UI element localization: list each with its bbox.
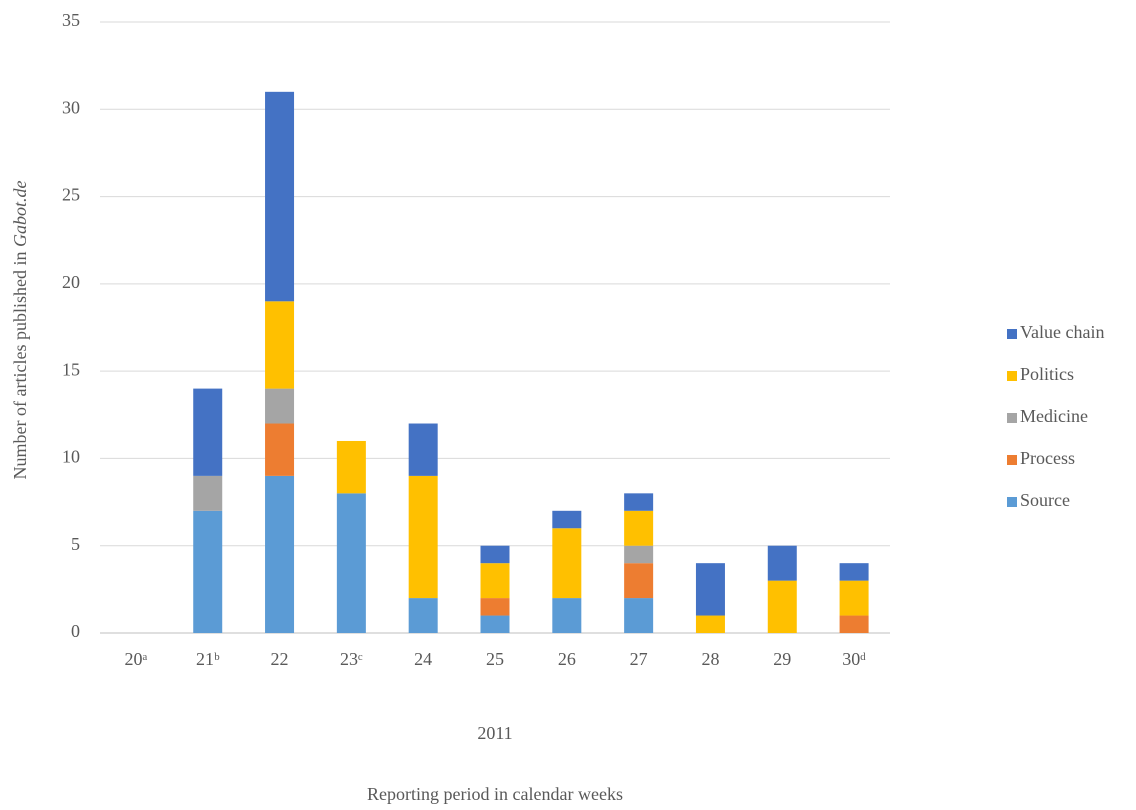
- x-tick-label: 30ᵈ: [842, 649, 866, 669]
- bar-segment: [552, 528, 582, 599]
- legend-swatch: [1007, 455, 1017, 465]
- bar-segment: [839, 563, 869, 581]
- x-tick-label: 25: [486, 649, 504, 669]
- bar-segment: [480, 598, 510, 616]
- bar-segment: [336, 440, 366, 494]
- legend-label: Source: [1020, 490, 1070, 510]
- bar-segment: [265, 475, 295, 633]
- x-tick-label: 24: [414, 649, 432, 669]
- bar-segment: [193, 510, 223, 633]
- x-tick-label: 22: [271, 649, 289, 669]
- x-tick-label: 29: [773, 649, 791, 669]
- x-axis-title: Reporting period in calendar weeks: [367, 784, 623, 804]
- x-tick-label: 27: [630, 649, 648, 669]
- bar-segment: [552, 598, 582, 633]
- bar-segment: [624, 510, 654, 546]
- bar-segment: [624, 545, 654, 564]
- legend-label: Politics: [1020, 364, 1074, 384]
- legend-swatch: [1007, 329, 1017, 339]
- bar-segment: [408, 475, 438, 599]
- x-tick-label: 23ᶜ: [340, 649, 363, 669]
- bar-segment: [839, 615, 869, 633]
- x-tick-label: 20ᵃ: [124, 649, 147, 669]
- bar-segment: [839, 580, 869, 616]
- y-tick-label: 25: [62, 185, 80, 205]
- x-axis-label: 2011: [477, 723, 512, 743]
- bar-segment: [624, 563, 654, 599]
- y-tick-label: 30: [62, 97, 80, 117]
- y-axis-label-text: Number of articles published in: [10, 247, 30, 479]
- bar-segment: [695, 615, 725, 633]
- legend-swatch: [1007, 413, 1017, 423]
- bar-segment: [480, 615, 510, 633]
- bar-segment: [767, 580, 797, 633]
- y-axis-label: Number of articles published in Gabot.de: [10, 181, 30, 480]
- legend-swatch: [1007, 497, 1017, 507]
- y-tick-label: 20: [62, 272, 80, 292]
- bar-segment: [265, 301, 295, 389]
- bar-segment: [480, 545, 510, 564]
- bar-segment: [552, 510, 582, 529]
- y-axis-label-italic: Gabot.de: [10, 181, 30, 248]
- legend-label: Medicine: [1020, 406, 1088, 426]
- bar-segment: [193, 475, 223, 511]
- bar-segment: [624, 493, 654, 511]
- bar-segment: [265, 91, 295, 302]
- bar-segment: [408, 423, 438, 476]
- legend-label: Value chain: [1020, 322, 1104, 342]
- bar-segment: [193, 388, 223, 476]
- bar-segment: [767, 545, 797, 581]
- x-tick-label: 28: [701, 649, 719, 669]
- bar-segment: [695, 563, 725, 616]
- legend-swatch: [1007, 371, 1017, 381]
- x-tick-label: 26: [558, 649, 576, 669]
- legend-label: Process: [1020, 448, 1075, 468]
- bar-segment: [480, 563, 510, 599]
- bar-segment: [336, 493, 366, 633]
- bar-segment: [265, 388, 295, 424]
- y-tick-label: 35: [62, 10, 80, 30]
- y-tick-label: 15: [62, 359, 80, 379]
- y-tick-label: 10: [62, 447, 80, 467]
- y-tick-label: 5: [71, 534, 80, 554]
- bar-segment: [265, 423, 295, 476]
- x-tick-label: 21ᵇ: [196, 649, 220, 669]
- bar-segment: [624, 598, 654, 633]
- bar-segment: [408, 598, 438, 633]
- y-tick-label: 0: [71, 621, 80, 641]
